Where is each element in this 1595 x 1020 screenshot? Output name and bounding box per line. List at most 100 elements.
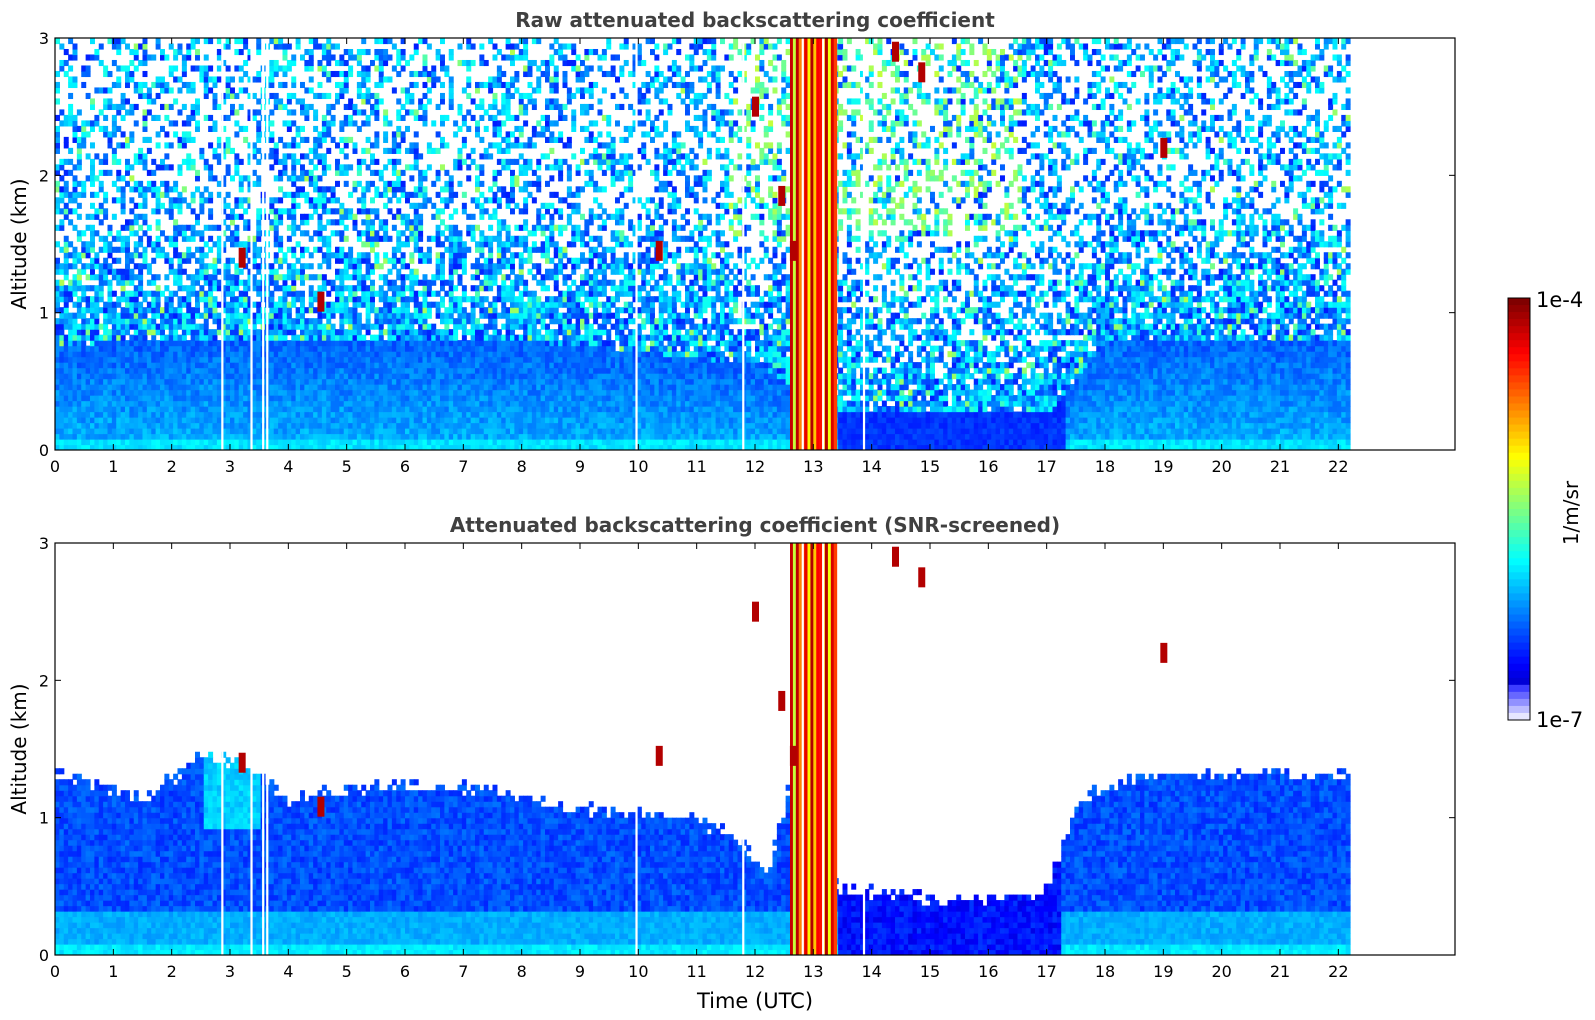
heatmap-cell bbox=[107, 301, 113, 308]
heatmap-cell bbox=[496, 340, 502, 347]
heatmap-cell bbox=[120, 428, 126, 435]
heatmap-cell bbox=[142, 362, 148, 369]
heatmap-cell bbox=[103, 125, 109, 132]
heatmap-cell bbox=[422, 197, 428, 204]
heatmap-cell bbox=[483, 274, 489, 281]
heatmap-cell bbox=[335, 219, 340, 226]
heatmap-cell bbox=[426, 307, 432, 314]
heatmap-cell bbox=[444, 356, 450, 363]
heatmap-cell bbox=[111, 373, 117, 380]
heatmap-cell bbox=[63, 318, 69, 325]
heatmap-cell bbox=[238, 400, 244, 407]
heatmap-cell bbox=[278, 422, 284, 429]
heatmap-cell bbox=[164, 114, 170, 121]
heatmap-cell bbox=[413, 351, 419, 358]
heatmap-cell bbox=[146, 400, 152, 407]
heatmap-cell bbox=[343, 180, 349, 187]
heatmap-cell bbox=[168, 406, 174, 413]
heatmap-cell bbox=[488, 186, 494, 193]
heatmap-cell bbox=[269, 224, 275, 231]
heatmap-cell bbox=[230, 384, 235, 391]
heatmap-cell bbox=[313, 373, 319, 380]
heatmap-cell bbox=[230, 92, 235, 100]
heatmap-cell bbox=[321, 389, 327, 396]
heatmap-cell bbox=[146, 329, 152, 336]
heatmap-cell bbox=[98, 268, 104, 275]
heatmap-cell bbox=[243, 307, 249, 314]
heatmap-cell bbox=[59, 120, 65, 127]
heatmap-cell bbox=[151, 114, 157, 121]
heatmap-cell bbox=[85, 373, 91, 380]
heatmap-cell bbox=[173, 224, 179, 231]
heatmap-cell bbox=[195, 120, 200, 127]
heatmap-cell bbox=[68, 109, 74, 116]
heatmap-cell bbox=[426, 164, 432, 171]
heatmap-cell bbox=[396, 98, 402, 105]
heatmap-cell bbox=[90, 329, 95, 336]
heatmap-cell bbox=[483, 125, 489, 132]
heatmap-cell bbox=[396, 169, 402, 176]
heatmap-cell bbox=[356, 296, 362, 303]
heatmap-cell bbox=[234, 428, 240, 435]
heatmap-cell bbox=[391, 263, 397, 270]
heatmap-cell bbox=[181, 373, 187, 380]
heatmap-cell bbox=[155, 224, 161, 231]
heatmap-cell bbox=[466, 43, 472, 50]
heatmap-cell bbox=[181, 301, 187, 308]
heatmap-cell bbox=[160, 246, 165, 253]
heatmap-cell bbox=[133, 87, 139, 94]
heatmap-cell bbox=[475, 362, 480, 369]
heatmap-cell bbox=[300, 433, 305, 440]
heatmap-cell bbox=[120, 362, 126, 369]
heatmap-cell bbox=[348, 208, 354, 215]
heatmap-cell bbox=[273, 65, 279, 72]
heatmap-cell bbox=[352, 54, 358, 61]
heatmap-cell bbox=[203, 76, 209, 83]
heatmap-cell bbox=[291, 422, 297, 429]
heatmap-cell bbox=[426, 334, 432, 341]
heatmap-cell bbox=[269, 202, 275, 209]
heatmap-cell bbox=[400, 367, 406, 374]
heatmap-cell bbox=[374, 351, 380, 358]
heatmap-cell bbox=[190, 428, 196, 435]
heatmap-cell bbox=[107, 351, 113, 358]
heatmap-cell bbox=[352, 186, 358, 193]
heatmap-cell bbox=[199, 439, 205, 446]
heatmap-cell bbox=[466, 428, 472, 435]
heatmap-cell bbox=[59, 191, 65, 198]
heatmap-cell bbox=[356, 70, 362, 78]
heatmap-cell bbox=[422, 367, 428, 374]
heatmap-cell bbox=[475, 175, 480, 182]
heatmap-cell bbox=[361, 334, 367, 341]
heatmap-cell bbox=[68, 158, 74, 165]
heatmap-cell bbox=[81, 285, 87, 292]
heatmap-cell bbox=[251, 400, 257, 407]
heatmap-cell bbox=[492, 444, 498, 450]
heatmap-cell bbox=[304, 422, 310, 429]
heatmap-cell bbox=[291, 136, 297, 143]
heatmap-cell bbox=[343, 285, 349, 292]
heatmap-cell bbox=[479, 422, 485, 429]
heatmap-cell bbox=[370, 400, 375, 407]
heatmap-cell bbox=[212, 296, 218, 303]
heatmap-cell bbox=[55, 417, 60, 424]
heatmap-cell bbox=[488, 334, 494, 341]
heatmap-cell bbox=[409, 98, 415, 105]
heatmap-cell bbox=[282, 54, 288, 61]
heatmap-cell bbox=[391, 307, 397, 314]
heatmap-cell bbox=[278, 406, 284, 413]
heatmap-cell bbox=[304, 318, 310, 325]
heatmap-cell bbox=[195, 186, 200, 193]
heatmap-cell bbox=[85, 444, 91, 450]
heatmap-cell bbox=[295, 406, 301, 413]
heatmap-cell bbox=[483, 81, 489, 89]
heatmap-cell bbox=[269, 356, 275, 363]
heatmap-cell bbox=[304, 48, 310, 56]
heatmap-cell bbox=[76, 389, 82, 396]
heatmap-cell bbox=[440, 439, 445, 446]
heatmap-cell bbox=[453, 120, 459, 127]
heatmap-cell bbox=[199, 340, 205, 347]
heatmap-cell bbox=[413, 389, 419, 396]
heatmap-cell bbox=[107, 224, 113, 231]
heatmap-cell bbox=[216, 417, 222, 424]
